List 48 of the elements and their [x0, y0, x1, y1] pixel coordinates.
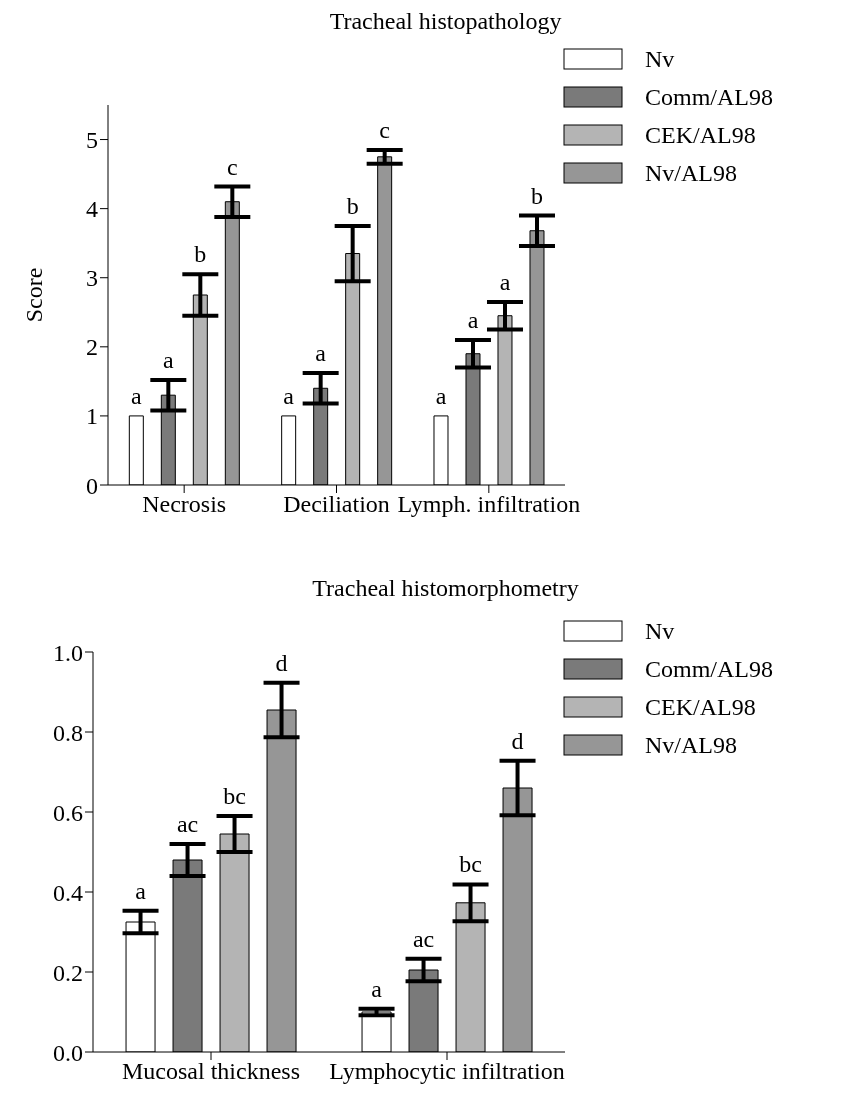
data-label: a — [315, 340, 327, 367]
y-tick-label: 3 — [86, 265, 98, 292]
data-label: d — [511, 727, 524, 754]
data-label: a — [283, 382, 295, 409]
y-tick-label: 0.6 — [53, 799, 83, 826]
x-tick-label: Deciliation — [283, 491, 390, 518]
data-label: b — [346, 192, 359, 219]
legend-label: Comm/AL98 — [645, 83, 774, 111]
data-label: c — [379, 116, 390, 143]
y-tick-label: 2 — [86, 334, 98, 361]
x-tick-label: Lymph. infiltration — [397, 491, 581, 518]
data-label: bc — [459, 851, 482, 878]
chart-title: Tracheal histopathology — [328, 8, 563, 35]
data-label: a — [131, 382, 142, 409]
legend-label: CEK/AL98 — [645, 693, 756, 721]
legend-label: Nv/AL98 — [645, 731, 737, 759]
data-label: a — [435, 382, 447, 409]
data-label: b — [530, 182, 543, 209]
y-tick-label: 1 — [86, 403, 98, 430]
legend-label: Nv/AL98 — [645, 159, 737, 187]
y-tick-label: 0.0 — [53, 1039, 83, 1066]
legend-label: CEK/AL98 — [645, 121, 756, 149]
y-tick-label: 0.4 — [53, 879, 83, 906]
data-label: ac — [176, 811, 199, 837]
data-label: c — [227, 153, 238, 180]
x-tick-label: Mucosal thickness — [122, 1058, 300, 1085]
data-label: a — [467, 306, 479, 333]
y-tick-label: 0.8 — [53, 719, 83, 746]
x-tick-label: Necrosis — [142, 491, 227, 518]
y-tick-label: 5 — [86, 127, 98, 154]
data-label: b — [194, 241, 207, 268]
data-label: bc — [223, 783, 246, 809]
data-label: a — [163, 346, 174, 373]
data-label: d — [275, 649, 288, 676]
x-tick-label: Lymphocytic infiltration — [329, 1058, 565, 1085]
data-label: a — [371, 975, 383, 1002]
data-label: a — [135, 877, 147, 904]
data-label: ac — [412, 925, 435, 952]
y-axis-title: Score — [20, 267, 47, 323]
y-tick-label: 1.0 — [53, 639, 83, 666]
y-tick-label: 0 — [86, 472, 98, 499]
chart-title: Tracheal histomorphometry — [311, 575, 580, 602]
y-tick-label: 0.2 — [53, 959, 83, 986]
legend-label: Nv — [645, 617, 675, 645]
legend-label: Nv — [645, 45, 675, 73]
data-label: a — [499, 268, 511, 295]
legend-label: Comm/AL98 — [645, 655, 774, 683]
y-tick-label: 4 — [86, 196, 98, 223]
